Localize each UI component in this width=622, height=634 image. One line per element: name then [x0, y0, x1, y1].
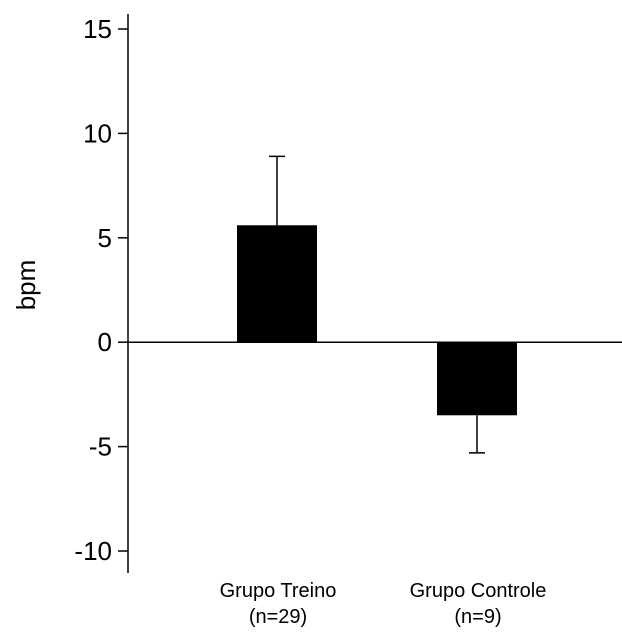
y-tick-label: 10: [83, 118, 112, 148]
y-tick-label: 5: [98, 223, 112, 253]
x-category-label: Grupo Controle: [410, 580, 547, 602]
bar: [237, 225, 317, 343]
y-tick-label: 15: [83, 14, 112, 44]
y-axis-title: bpm: [11, 260, 41, 311]
x-category-sample-size: (n=29): [249, 606, 307, 628]
bars: [237, 155, 517, 454]
y-tick-label: -10: [74, 536, 112, 566]
y-axis: 15 10 5 0 -5 -10: [74, 14, 129, 573]
x-category-sample-size: (n=9): [454, 606, 501, 628]
y-tick-label: -5: [89, 432, 112, 462]
y-tick-label: 0: [98, 327, 112, 357]
x-axis-labels: Grupo Treino (n=29) Grupo Controle (n=9): [220, 580, 547, 628]
bar: [437, 342, 517, 416]
x-category-label: Grupo Treino: [220, 580, 337, 602]
